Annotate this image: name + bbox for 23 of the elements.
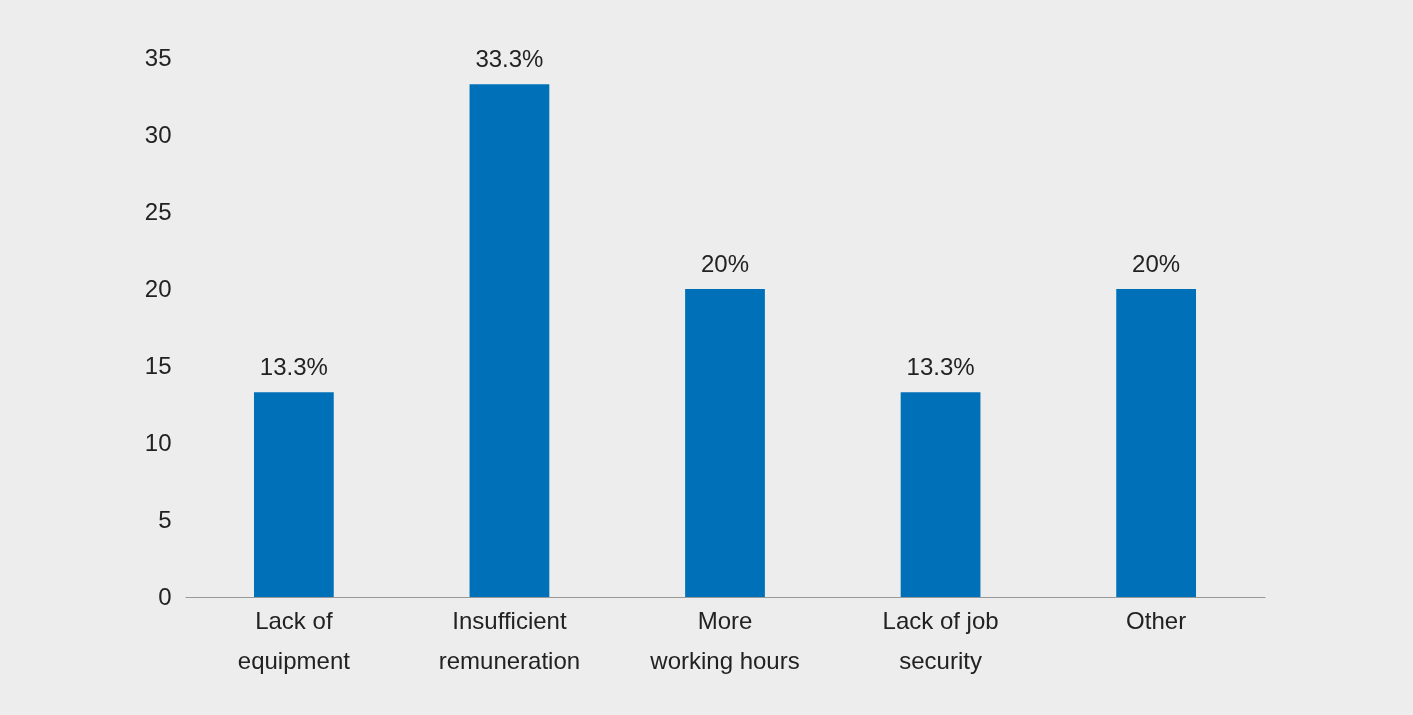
bar [1116,289,1197,597]
bar [253,392,334,597]
y-tick-label: 25 [144,197,172,225]
x-tick-label: Other [1126,606,1187,634]
data-label: 33.3% [475,45,544,73]
y-tick-label: 30 [144,120,172,148]
y-tick-label: 15 [144,351,172,379]
bar [469,84,550,597]
data-label: 20% [700,250,750,277]
bar [900,392,981,597]
data-label: 20% [1132,250,1181,277]
y-tick-label: 20 [144,274,172,302]
data-label: 13.3% [259,353,328,381]
y-tick-label: 0 [158,582,172,610]
bar [685,289,765,597]
y-tick-label: 35 [144,43,172,71]
x-tick-label: Lack of equipment [237,606,351,674]
x-tick-label: More working hours [649,606,800,674]
y-tick-label: 5 [158,505,172,533]
x-tick-label: Lack of job security [882,606,999,674]
data-label: 13.3% [906,353,975,381]
x-tick-label: Insufficient remuneration [438,606,581,674]
y-tick-label: 10 [144,428,172,456]
